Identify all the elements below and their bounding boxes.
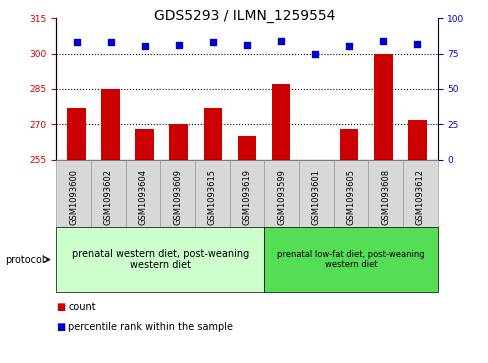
Text: GSM1093602: GSM1093602 [103, 169, 113, 225]
Point [412, 41, 420, 46]
Bar [339, 129, 358, 160]
Point [106, 39, 114, 45]
Text: GSM1093608: GSM1093608 [380, 169, 389, 225]
Text: GSM1093612: GSM1093612 [415, 169, 424, 225]
Bar [373, 54, 392, 160]
Text: ■: ■ [56, 322, 65, 332]
Bar [67, 108, 86, 160]
Bar [169, 124, 188, 160]
Text: GSM1093619: GSM1093619 [242, 169, 251, 225]
Point [208, 39, 216, 45]
Text: prenatal low-fat diet, post-weaning
western diet: prenatal low-fat diet, post-weaning west… [277, 250, 424, 269]
Point [277, 38, 285, 44]
Bar [135, 129, 154, 160]
Text: percentile rank within the sample: percentile rank within the sample [68, 322, 233, 332]
Bar [271, 84, 290, 160]
Bar [203, 108, 222, 160]
Text: GSM1093604: GSM1093604 [138, 169, 147, 225]
Point [345, 44, 352, 49]
Point [243, 42, 250, 48]
Point [141, 44, 148, 49]
Text: ■: ■ [56, 302, 65, 312]
Point [73, 39, 81, 45]
Text: GSM1093600: GSM1093600 [69, 169, 78, 225]
Point [379, 38, 386, 44]
Text: GSM1093601: GSM1093601 [311, 169, 320, 225]
Bar [101, 89, 120, 160]
Text: GSM1093599: GSM1093599 [277, 169, 285, 225]
Text: GSM1093605: GSM1093605 [346, 169, 355, 225]
Text: protocol: protocol [5, 254, 44, 265]
Point [310, 51, 318, 57]
Text: prenatal western diet, post-weaning
western diet: prenatal western diet, post-weaning west… [71, 249, 248, 270]
Text: count: count [68, 302, 96, 312]
Point [175, 42, 183, 48]
Bar [407, 120, 426, 160]
Text: GDS5293 / ILMN_1259554: GDS5293 / ILMN_1259554 [154, 9, 334, 23]
Bar [237, 136, 256, 160]
Text: GSM1093615: GSM1093615 [207, 169, 216, 225]
Text: GSM1093609: GSM1093609 [173, 169, 182, 225]
